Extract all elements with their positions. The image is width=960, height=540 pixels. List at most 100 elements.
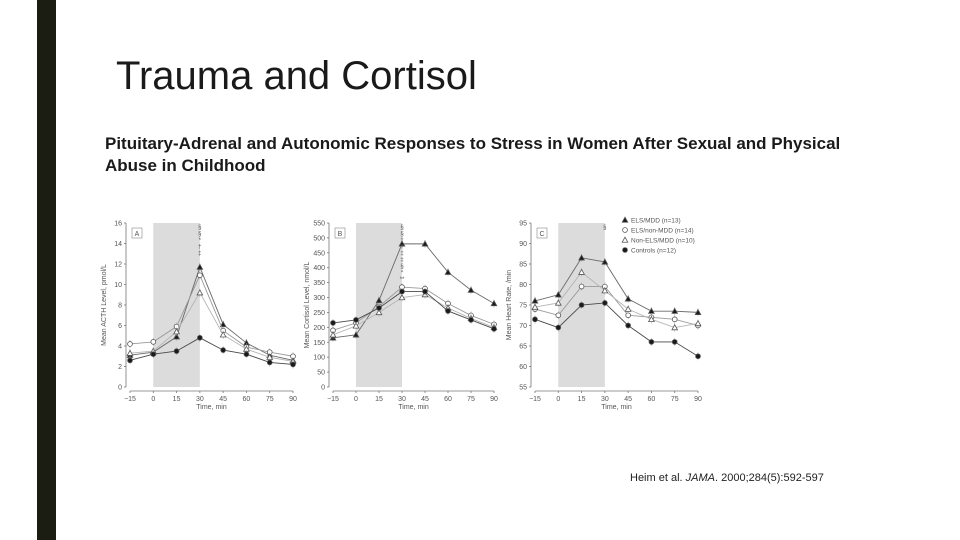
panel-a-point	[197, 272, 203, 279]
panel-b-point	[376, 305, 382, 311]
panel-a-y-tick-label: 8	[118, 303, 122, 310]
panel-c-y-axis-label: Mean Heart Rate, /min	[506, 270, 513, 341]
panel-b-point	[330, 320, 336, 326]
panel-a-letter-box	[131, 227, 143, 239]
panel-a-y-tick-label: 0	[118, 385, 122, 392]
panel-b-x-tick-label: 30	[398, 396, 406, 403]
panel-a-series-line-0	[129, 265, 294, 361]
panel-b-y-axis-label: Mean Cortisol Level, nmol/L	[304, 262, 311, 349]
panel-b-y-tick-label: 300	[313, 295, 325, 302]
panel-b-letter-box	[334, 227, 346, 239]
panel-b-point	[329, 331, 337, 338]
legend-marker	[621, 216, 629, 223]
slide-title: Trauma and Cortisol	[116, 54, 477, 98]
panel-a-x-tick-label: 90	[289, 396, 297, 403]
legend-entry: Controls (n=12)	[631, 248, 676, 255]
panel-a-letter: A	[135, 231, 140, 238]
panel-c-x-tick-label: 90	[694, 396, 702, 403]
panel-c-point	[578, 268, 586, 275]
panel-b-y-tick-label: 200	[313, 325, 325, 332]
panel-a-significance-mark: §	[198, 225, 201, 231]
panel-b-series-line-3	[332, 291, 495, 330]
panel-a-point	[196, 263, 204, 270]
panel-a-y-tick-label: 6	[118, 323, 122, 330]
panel-c-x-tick-label: 75	[671, 396, 679, 403]
panel-b-significance-mark: §	[400, 264, 403, 270]
panel-c-point	[671, 323, 679, 331]
panel-b-y-tick-label: 250	[313, 310, 325, 317]
panel-b-y-tick-label: 500	[313, 235, 325, 242]
panel-b-x-axis-label: Time, min	[398, 404, 429, 411]
panel-a-series-line-1	[129, 274, 294, 357]
panel-c-point	[555, 312, 562, 319]
panel-a-y-tick-label: 10	[114, 282, 122, 289]
legend-marker	[621, 236, 629, 243]
panel-c-y-tick-label: 60	[519, 364, 527, 371]
citation-journal: JAMA	[685, 472, 715, 484]
legend-entry: ELS/non-MDD (n=14)	[631, 228, 694, 235]
panel-c-series-line-0	[534, 257, 699, 313]
panel-a-significance-mark: †	[198, 245, 201, 251]
panel-a-point	[196, 289, 204, 296]
panel-c-point	[625, 322, 631, 329]
panel-c-point	[532, 316, 538, 323]
legend-marker	[622, 227, 628, 233]
panel-b-point	[399, 288, 405, 295]
panel-c-x-axis-label: Time, min	[601, 404, 632, 411]
legend-entry: Non-ELS/MDD (n=10)	[631, 238, 695, 245]
panel-c-point	[694, 308, 702, 316]
panel-b-y-tick-label: 450	[313, 250, 325, 257]
panel-c-point	[578, 254, 586, 261]
panel-c-series-line-2	[534, 271, 699, 329]
panel-a-point	[220, 347, 226, 353]
panel-c-point	[671, 339, 678, 345]
panel-a-x-tick-label: 15	[173, 396, 181, 403]
panel-a-y-tick-label: 4	[118, 344, 122, 351]
panel-c-y-tick-label: 70	[519, 323, 527, 330]
panel-c-point	[554, 299, 562, 306]
panel-a-point	[243, 351, 250, 358]
panel-b-significance-mark: §	[400, 225, 403, 231]
panel-c-point	[624, 295, 632, 302]
panel-b-significance-mark: *	[401, 271, 404, 277]
panel-c-x-tick-label: 30	[601, 396, 609, 403]
panel-c-point	[625, 312, 631, 319]
panel-b-series-line-2	[332, 294, 495, 336]
panel-a-point	[173, 328, 181, 335]
panel-a-point	[290, 361, 296, 368]
panel-b-y-tick-label: 150	[313, 340, 325, 347]
panel-c-point	[647, 315, 655, 322]
slide-subtitle: Pituitary-Adrenal and Autonomic Response…	[105, 134, 841, 175]
panel-c-x-tick-label: −15	[529, 396, 541, 403]
panel-b-x-tick-label: 90	[490, 396, 498, 403]
panel-c-y-tick-label: 95	[519, 221, 527, 228]
panel-b-y-tick-label: 350	[313, 280, 325, 287]
citation-authors: Heim et al.	[630, 472, 683, 484]
panel-c-y-tick-label: 85	[519, 262, 527, 269]
panel-a-x-tick-label: 30	[196, 396, 204, 403]
panel-c-x-tick-label: 0	[556, 396, 560, 403]
panel-b-x-tick-label: 60	[444, 396, 452, 403]
panel-a-x-tick-label: 0	[151, 396, 155, 403]
panel-c-point	[555, 324, 562, 331]
panel-b-point	[422, 288, 428, 295]
panel-a-y-tick-label: 12	[114, 262, 122, 269]
panel-b-significance-mark: ‡	[400, 251, 403, 257]
panel-b-series-line-0	[332, 243, 495, 339]
panel-a-point	[150, 339, 157, 345]
panel-c-point	[578, 283, 585, 290]
panel-b-y-tick-label: 50	[317, 370, 325, 377]
citation-details: . 2000;284(5):592-597	[714, 472, 824, 484]
panel-c-series-line-3	[534, 302, 699, 357]
panel-c-x-tick-label: 60	[648, 396, 656, 403]
panel-b-point	[490, 299, 498, 307]
panel-a-point	[219, 331, 227, 338]
panel-c-point	[602, 300, 608, 306]
panel-c-series-line-1	[534, 286, 699, 326]
panel-a-point	[127, 357, 133, 364]
panel-b-point	[353, 317, 359, 323]
panel-b-point	[467, 286, 475, 293]
panel-a-x-tick-label: 45	[219, 396, 227, 403]
panel-c-letter-box	[536, 227, 548, 239]
panel-a-series-line-3	[129, 337, 294, 365]
